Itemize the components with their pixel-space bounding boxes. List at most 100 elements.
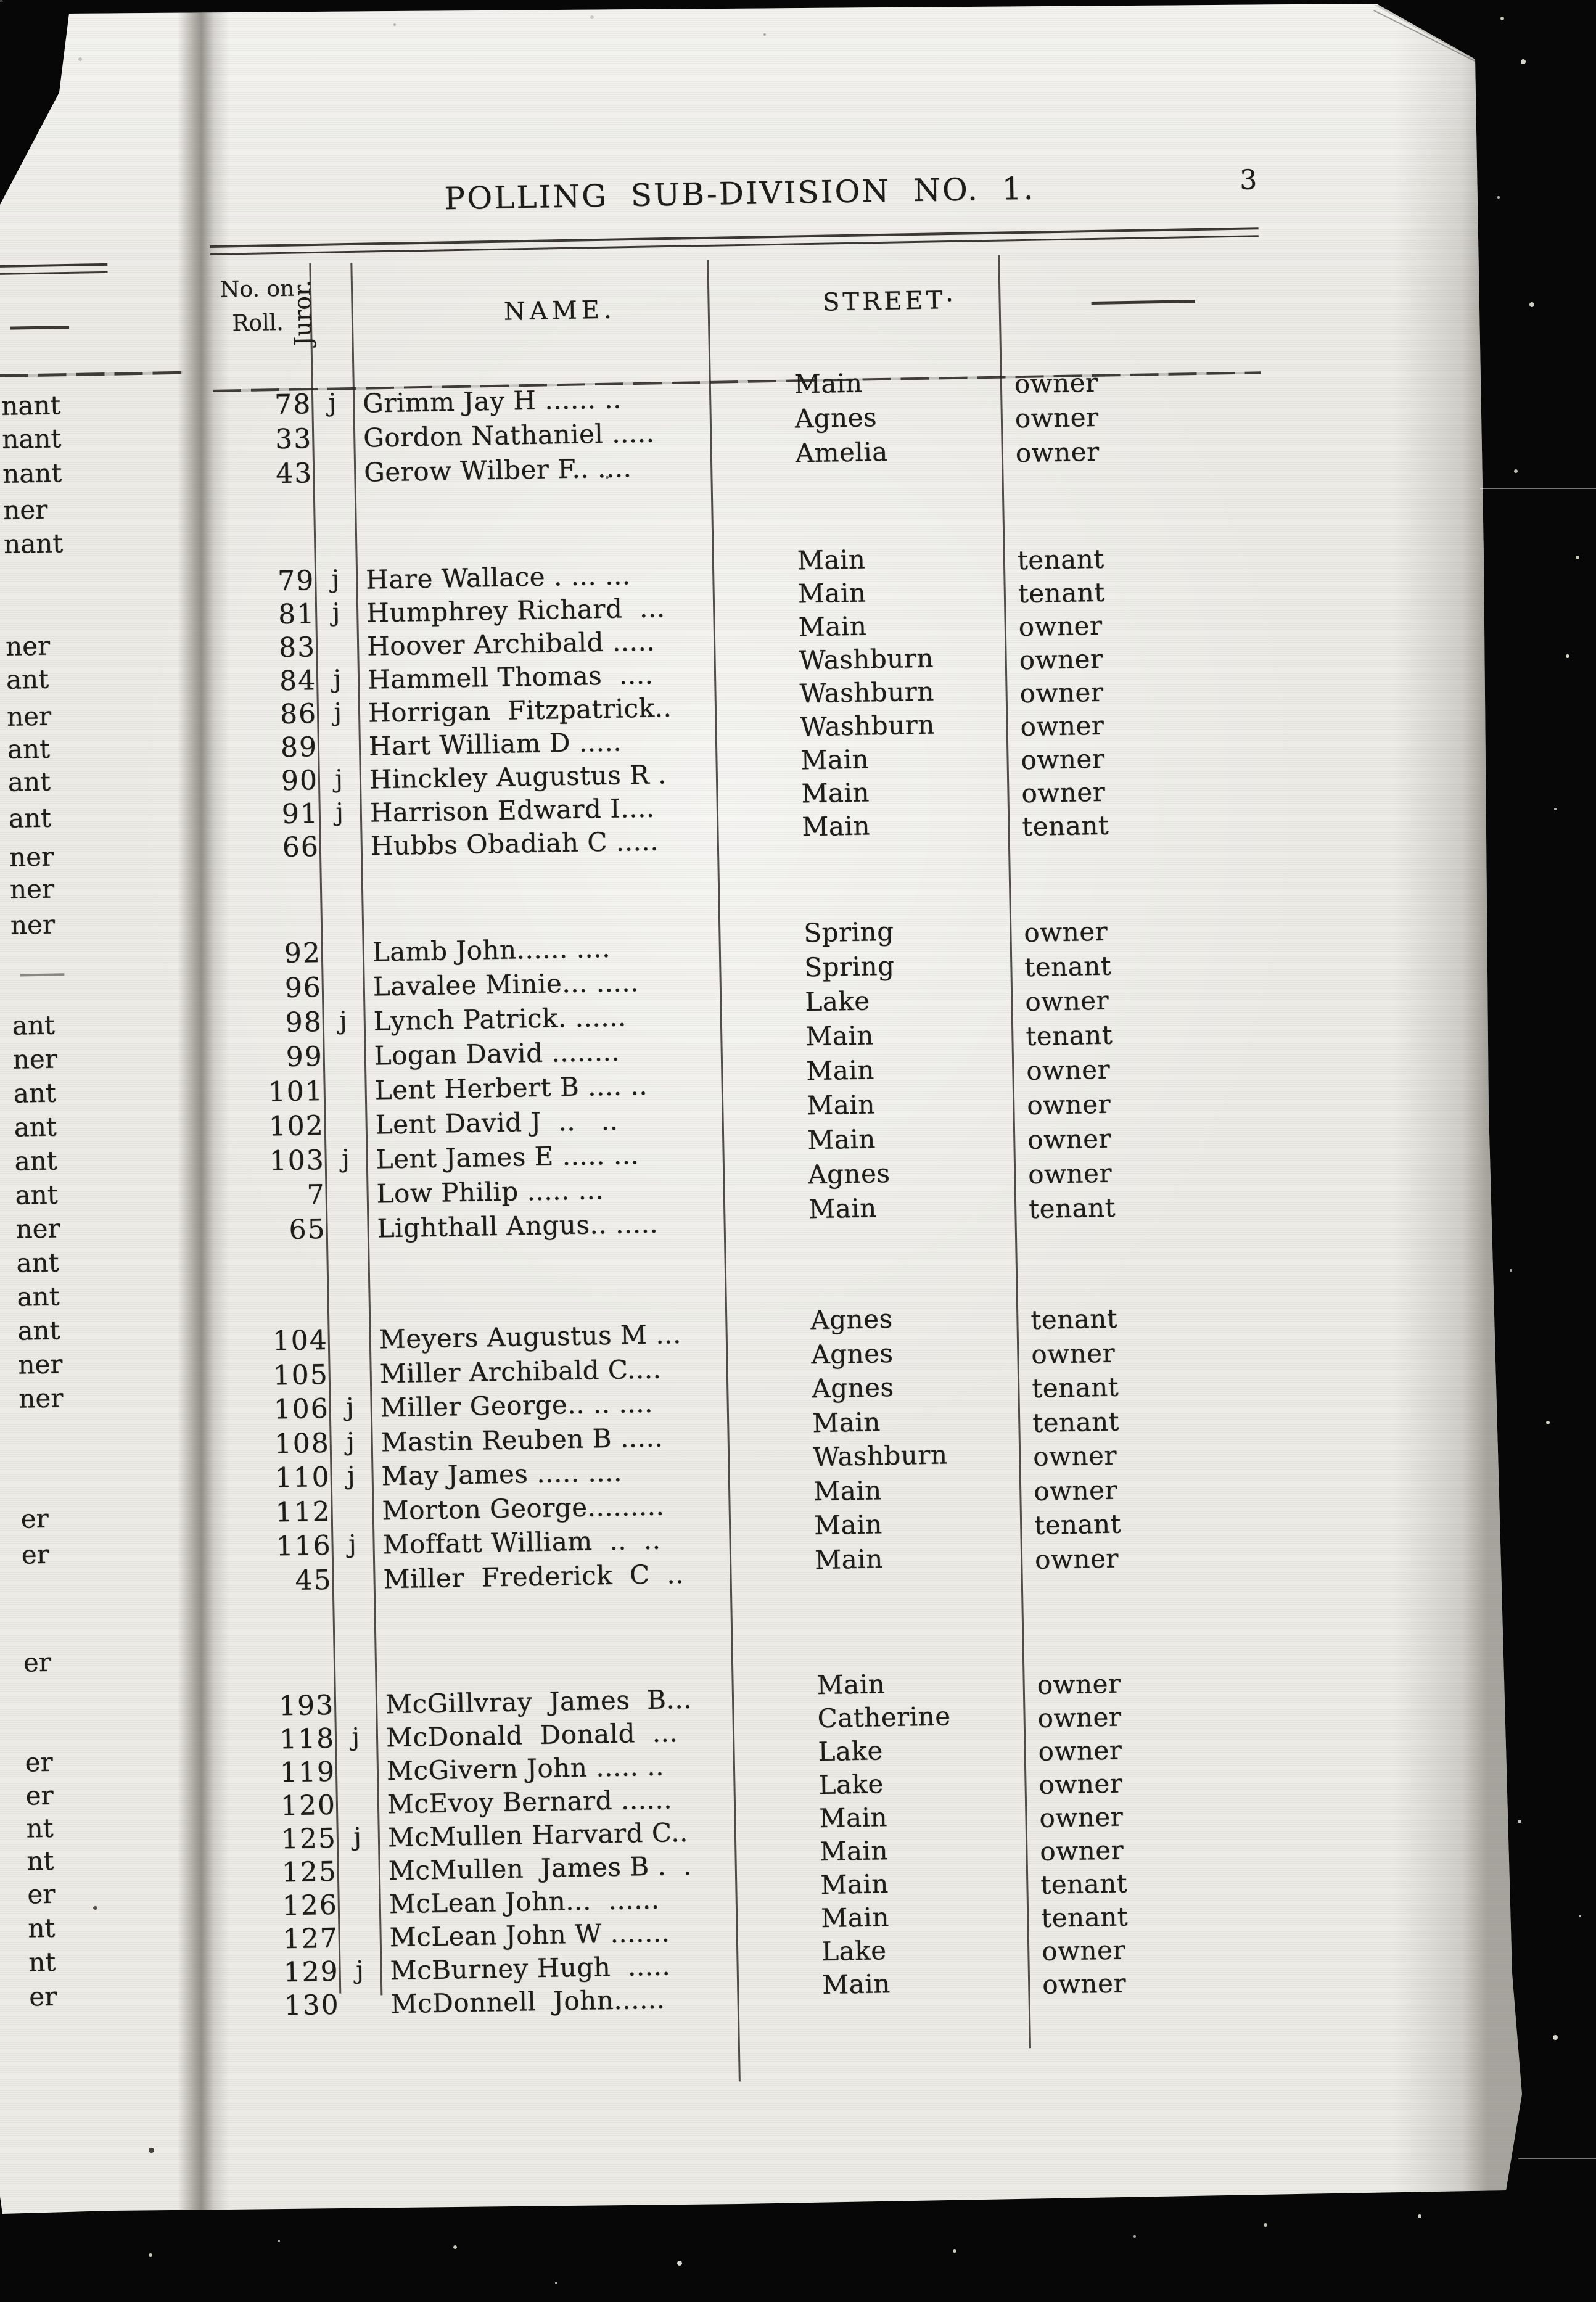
name-cell: Low Philip ..... ... xyxy=(376,1175,604,1209)
status-cell: owner xyxy=(1038,1735,1122,1767)
street-cell: Main xyxy=(794,368,863,400)
facing-page-fragment: ner xyxy=(5,630,51,662)
juror-mark-cell: j xyxy=(339,1006,348,1035)
sliver-double-rule-bottom xyxy=(0,271,108,275)
street-cell: Agnes xyxy=(807,1157,891,1190)
name-cell: Hammell Thomas .... xyxy=(367,659,654,695)
vrule-name-street xyxy=(707,260,741,2082)
roll-number-cell: 96 xyxy=(284,971,323,1005)
juror-mark-cell: j xyxy=(328,388,337,417)
roll-number-cell: 86 xyxy=(279,698,318,731)
roll-number-cell: 66 xyxy=(282,831,320,864)
name-cell: Horrigan Fitzpatrick.. xyxy=(368,693,672,728)
status-cell: owner xyxy=(1041,1934,1126,1967)
status-cell: owner xyxy=(1020,710,1104,742)
status-cell: tenant xyxy=(1017,543,1105,576)
roll-number-cell: 116 xyxy=(276,1529,332,1563)
roll-number-cell: 102 xyxy=(268,1109,325,1143)
name-cell: Morton George......... xyxy=(382,1490,665,1526)
facing-page-fragment: er xyxy=(28,1981,57,2012)
street-cell: Main xyxy=(820,1868,889,1901)
status-cell: owner xyxy=(1014,401,1100,434)
roll-number-cell: 43 xyxy=(275,458,313,490)
name-cell: McDonnell John...... xyxy=(390,1984,665,2020)
page-number: 3 xyxy=(1239,164,1257,196)
facing-page-fragment: nant xyxy=(2,458,62,489)
status-cell: tenant xyxy=(1040,1868,1128,1900)
sliver-header-underline xyxy=(0,371,183,377)
name-cell: Miller Archibald C.... xyxy=(379,1353,662,1389)
status-cell: owner xyxy=(1042,1968,1127,2000)
street-cell: Main xyxy=(805,1054,875,1087)
juror-mark-cell xyxy=(315,455,352,456)
status-cell: owner xyxy=(1024,985,1109,1017)
street-cell: Main xyxy=(813,1509,883,1541)
roll-number-cell: 104 xyxy=(272,1324,329,1357)
facing-page-fragment: ant xyxy=(15,1179,58,1211)
facing-page-fragment: ant xyxy=(7,733,51,765)
roll-number-cell: 112 xyxy=(275,1495,332,1528)
juror-mark-cell: j xyxy=(355,1956,364,1985)
status-cell: owner xyxy=(1014,367,1099,400)
roll-number-cell: 118 xyxy=(279,1722,335,1756)
juror-mark-cell xyxy=(338,1787,375,1788)
name-cell: Miller George.. .. .... xyxy=(380,1387,654,1423)
name-cell: Lent Herbert B .... .. xyxy=(374,1070,648,1106)
status-cell: owner xyxy=(1019,643,1103,676)
roll-number-cell: 65 xyxy=(289,1213,327,1246)
name-cell: McDonald Donald ... xyxy=(385,1717,678,1753)
street-cell: Lake xyxy=(818,1735,884,1767)
status-cell: tenant xyxy=(1028,1192,1116,1225)
juror-mark-cell: j xyxy=(335,765,343,794)
street-cell: Main xyxy=(801,810,871,842)
roll-number-cell: 120 xyxy=(280,1789,337,1822)
facing-page-fragment: er xyxy=(25,1780,54,1811)
sliver-dash-2 xyxy=(20,973,65,977)
table-rows: 78 j Grimm Jay H ...... .. Main owner 33 Gordo… xyxy=(0,4,1522,2021)
name-cell: Hoover Archibald ..... xyxy=(366,626,656,662)
roll-number-cell: 193 xyxy=(278,1689,335,1722)
street-cell: Main xyxy=(807,1124,876,1156)
roll-number-cell: 78 xyxy=(274,388,312,421)
street-cell: Main xyxy=(817,1669,886,1701)
juror-mark-cell: j xyxy=(331,565,340,594)
name-cell: Gordon Nathaniel ..... xyxy=(363,417,655,453)
status-cell: owner xyxy=(1026,1054,1111,1087)
roll-number-cell: 101 xyxy=(268,1075,324,1108)
juror-mark-cell: j xyxy=(346,1427,355,1456)
name-cell: Meyers Augustus M ... xyxy=(379,1318,682,1355)
name-cell: Lighthall Angus.. ..... xyxy=(377,1208,659,1244)
status-cell: owner xyxy=(1040,1835,1124,1867)
street-cell: Lake xyxy=(821,1935,887,1967)
street-cell: Main xyxy=(819,1835,889,1867)
name-cell: McEvoy Bernard ...... xyxy=(387,1784,673,1820)
facing-page-fragment: ner xyxy=(6,701,52,732)
status-cell: owner xyxy=(1033,1474,1118,1507)
status-cell: owner xyxy=(1019,676,1104,709)
roll-number-cell: 125 xyxy=(281,1822,337,1856)
street-cell: Main xyxy=(812,1406,881,1438)
name-cell: McGivern John ..... .. xyxy=(386,1751,665,1786)
facing-page-fragment: ant xyxy=(17,1315,60,1346)
facing-page-fragment: er xyxy=(21,1539,50,1570)
street-cell: Main xyxy=(820,1902,890,1934)
street-cell: Main xyxy=(805,1020,874,1052)
street-cell: Main xyxy=(813,1474,882,1507)
roll-number-cell: 129 xyxy=(283,1955,340,1989)
juror-mark-cell xyxy=(324,969,361,970)
roll-number-cell: 108 xyxy=(274,1427,331,1460)
street-cell: Main xyxy=(797,544,866,576)
status-cell: tenant xyxy=(1034,1508,1122,1540)
facing-page-fragment: ant xyxy=(16,1247,59,1278)
ink-specks xyxy=(0,0,3,2)
juror-mark-cell xyxy=(326,1073,363,1074)
street-cell: Washburn xyxy=(812,1439,948,1473)
street-cell: Agnes xyxy=(811,1371,894,1404)
book-fold-shadow xyxy=(178,4,229,2214)
street-cell: Main xyxy=(797,577,866,609)
name-cell: Grimm Jay H ...... .. xyxy=(362,384,622,419)
sliver-status-dash xyxy=(10,325,70,330)
street-cell: Main xyxy=(821,1968,891,2000)
status-cell: owner xyxy=(1030,1338,1116,1370)
